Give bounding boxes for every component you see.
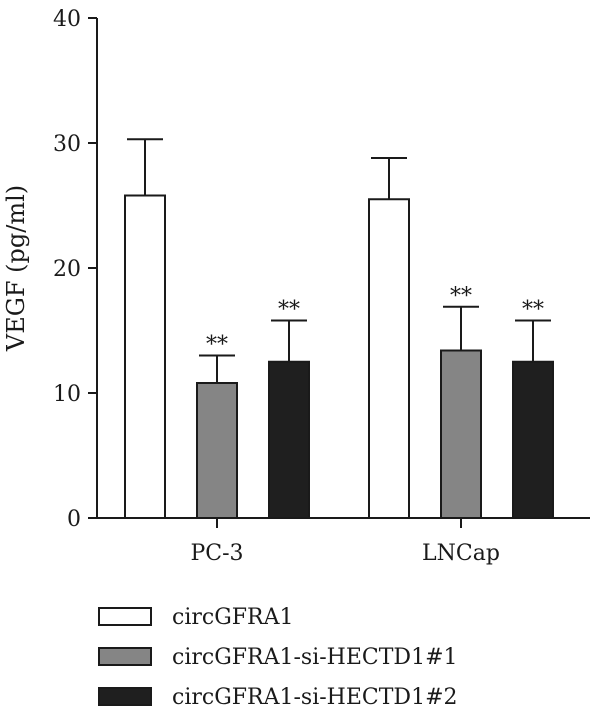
legend-swatch-2 [98, 687, 152, 706]
bar-2-1 [512, 360, 554, 519]
legend-swatch-0 [98, 607, 152, 626]
legend-swatch-1 [98, 647, 152, 666]
legend: circGFRA1 circGFRA1-si-HECTD1#1 circGFRA1-… [98, 605, 458, 710]
x-tick-label-lncap: LNCap [422, 541, 500, 566]
y-tick-label-10: 10 [53, 382, 81, 407]
y-axis-title: VEGF (pg/ml) [2, 185, 30, 352]
legend-label-1: circGFRA1-si-HECTD1#1 [172, 645, 458, 670]
bar-1-0 [196, 382, 238, 519]
y-tick-label-20: 20 [53, 257, 81, 282]
y-tick-label-0: 0 [67, 507, 81, 532]
bar-1-1 [440, 349, 482, 519]
y-tick-label-30: 30 [53, 132, 81, 157]
legend-label-2: circGFRA1-si-HECTD1#2 [172, 685, 458, 710]
bar-2-0 [268, 360, 310, 519]
significance-label-2-0: ** [278, 298, 300, 323]
bar-0-1 [368, 198, 410, 519]
significance-label-1-0: ** [206, 333, 228, 358]
x-tick-label-pc-3: PC-3 [190, 541, 243, 566]
bars: ** ** ** ** [124, 138, 554, 519]
y-tick-label-40: 40 [53, 7, 81, 32]
significance-label-1-1: ** [450, 284, 472, 309]
significance-label-2-1: ** [522, 298, 544, 323]
axes: 0 10 20 30 40 VEGF (pg/ml) PC-3 LNCap [2, 7, 590, 566]
bar-0-0 [124, 194, 166, 519]
legend-label-0: circGFRA1 [172, 605, 293, 630]
